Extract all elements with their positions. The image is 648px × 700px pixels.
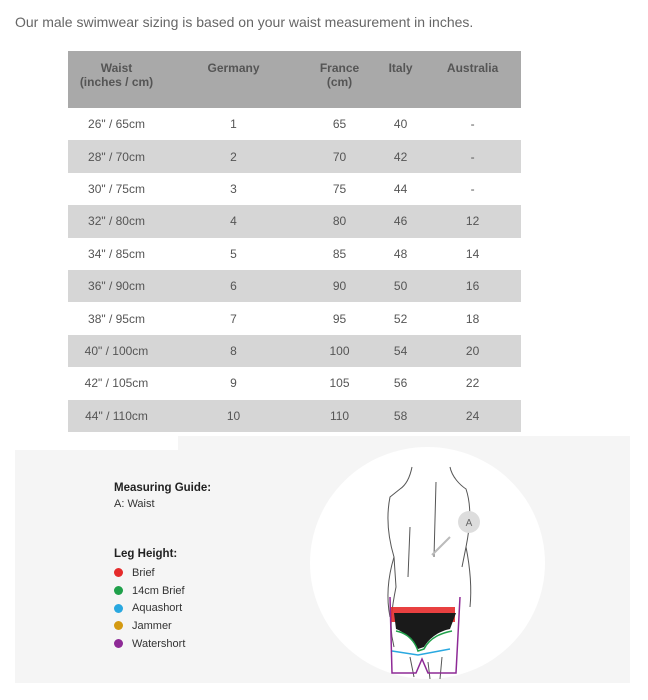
table-cell: 42 [377, 140, 425, 173]
legend-label: Jammer [132, 619, 172, 632]
table-row: 44" / 110cm 10 110 58 24 [68, 399, 521, 432]
table-header: Waist (inches / cm) Germany France (cm) Italy… [68, 51, 521, 108]
table-cell: 5 [230, 246, 237, 261]
leg-height-title: Leg Height: [114, 548, 178, 560]
table-cell: 7 [230, 311, 237, 326]
table-cell: 100 [302, 334, 378, 368]
table-row: 36" / 90cm 6 90 50 16 [68, 269, 521, 303]
table-cell: 48 [393, 246, 408, 261]
table-cell: 65 [332, 117, 347, 132]
table-cell: - [424, 140, 521, 173]
table-cell: 75 [332, 181, 347, 196]
table-cell: 16 [424, 269, 521, 303]
table-cell: 18 [465, 311, 480, 326]
legend-label: Brief [132, 566, 155, 579]
table-cell: 12 [424, 205, 521, 238]
table-cell: 2 [165, 140, 302, 173]
column-header: Australia [424, 51, 521, 108]
table-cell: 46 [377, 205, 425, 238]
table-cell: 90 [302, 269, 378, 303]
table-row: 28" / 70cm 2 70 42- [68, 140, 521, 173]
column-header-text: France [319, 61, 360, 75]
table-cell: 28" / 70cm [68, 140, 165, 173]
table-cell: 4 [165, 205, 302, 238]
color-dot-icon [114, 586, 123, 596]
legend-label: Aquashort [132, 602, 183, 615]
legend-item: Watershort [114, 635, 211, 653]
table-cell: 42" / 105cm [84, 376, 149, 391]
table-cell: 58 [377, 399, 425, 432]
column-header-text: (inches / cm) [79, 75, 154, 89]
legend-item: Brief [114, 564, 211, 582]
column-header: Germany [165, 51, 302, 108]
table-cell: 54 [377, 334, 425, 368]
column-header-text: Germany [207, 61, 260, 75]
table-cell: 20 [424, 334, 521, 368]
table-cell: 8 [165, 334, 302, 368]
color-dot-icon [114, 621, 123, 631]
column-header-text: Italy [388, 61, 413, 75]
table-cell: 80 [302, 205, 378, 238]
table-cell: 95 [332, 311, 347, 326]
legend-item: 14cm Brief [114, 582, 211, 600]
table-cell: 85 [332, 246, 347, 261]
marker-a: A [466, 518, 473, 529]
table-cell: - [470, 117, 475, 132]
column-header: Waist (inches / cm) [68, 51, 165, 108]
table-cell: 44" / 110cm [68, 399, 165, 432]
column-header-text: Waist [100, 61, 133, 75]
legend-item: Jammer [114, 617, 211, 635]
table-cell: 40 [393, 117, 408, 132]
table-cell: 14 [465, 246, 480, 261]
table-row: 40" / 100cm 8 100 54 20 [68, 334, 521, 368]
table-cell: 70 [302, 140, 378, 173]
table-cell: 56 [393, 376, 408, 391]
table-row: 26" / 65cm 1 65 40 - [68, 108, 521, 140]
table-cell: 26" / 65cm [88, 117, 145, 132]
column-header: Italy [377, 51, 425, 108]
table-cell: 36" / 90cm [68, 269, 165, 303]
measuring-guide: Measuring Guide: A: Waist Leg Height: Br… [114, 482, 211, 652]
leg-height-legend: Brief 14cm Brief Aquashort Jammer Watershort [114, 564, 211, 652]
table-cell: 40" / 100cm [68, 334, 165, 368]
legend-label: Watershort [132, 637, 186, 650]
table-cell: 1 [230, 117, 237, 132]
column-header-text: (cm) [326, 75, 353, 89]
legend-item: Aquashort [114, 599, 211, 617]
table-cell: 52 [393, 311, 408, 326]
legend-label: 14cm Brief [132, 584, 185, 597]
table-row: 42" / 105cm 9 105 56 22 [68, 367, 521, 399]
table-cell: 44 [393, 181, 408, 196]
table-cell: 34" / 85cm [88, 246, 145, 261]
table-cell: 50 [377, 269, 425, 303]
body-figure-illustration: A [387, 466, 480, 679]
table-row: 30" / 75cm 3 75 44 - [68, 173, 521, 205]
table-cell: 38" / 95cm [88, 311, 145, 326]
table-cell: 10 [165, 399, 302, 432]
column-header: France (cm) [302, 51, 378, 108]
table-cell: 30" / 75cm [88, 181, 145, 196]
intro-text: Our male swimwear sizing is based on you… [15, 14, 474, 30]
table-row: 38" / 95cm 7 95 52 18 [68, 302, 521, 334]
table-cell: 105 [329, 376, 350, 391]
table-row: 34" / 85cm 5 85 48 14 [68, 238, 521, 270]
table-row: 32" / 80cm 4 80 46 12 [68, 205, 521, 238]
table-cell: 22 [465, 376, 480, 391]
table-cell: 110 [302, 399, 378, 432]
size-chart-table: Waist (inches / cm) Germany France (cm) Italy… [68, 51, 521, 432]
color-dot-icon [114, 639, 123, 649]
guide-waist: A: Waist [114, 498, 155, 510]
table-cell: 3 [230, 181, 237, 196]
table-cell: 9 [230, 376, 237, 391]
table-cell: 32" / 80cm [68, 205, 165, 238]
color-dot-icon [114, 568, 123, 578]
color-dot-icon [114, 603, 123, 613]
table-cell: 24 [424, 399, 521, 432]
table-cell: - [470, 181, 475, 196]
table-cell: 6 [165, 269, 302, 303]
column-header-text: Australia [446, 61, 499, 75]
guide-title: Measuring Guide: [114, 482, 212, 494]
